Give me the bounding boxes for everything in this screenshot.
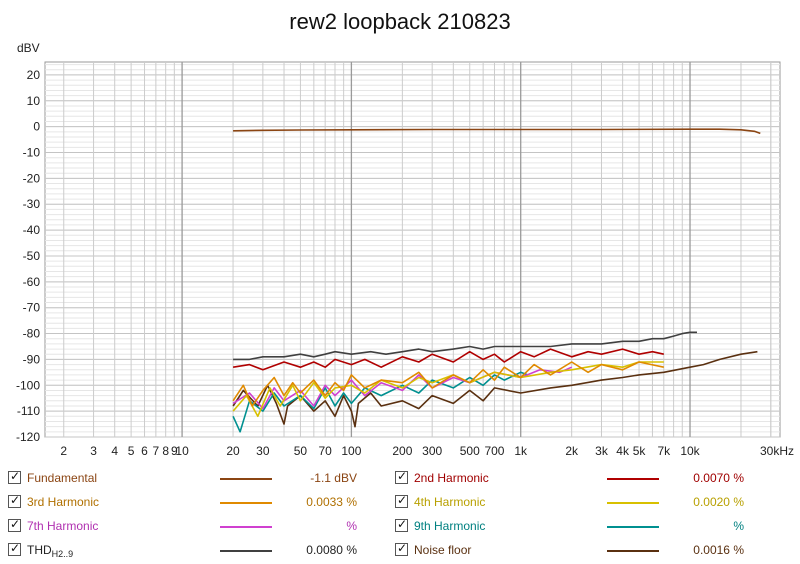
legend-series-name: THDH2..9	[27, 543, 74, 559]
chart-title: rew2 loopback 210823	[289, 9, 511, 34]
y-tick-label: -120	[16, 430, 40, 444]
series-line-9th-harmonic	[232, 371, 528, 433]
legend-series-name: Fundamental	[27, 471, 98, 485]
legend: Fundamental -1.1 dBV 2nd Harmonic 0.0070 % 3…	[0, 465, 800, 563]
y-tick-label: -70	[23, 301, 41, 315]
x-axis-unit-label: 30kHz	[760, 444, 794, 458]
x-tick-label: 10	[175, 444, 189, 458]
x-tick-label: 10k	[680, 444, 700, 458]
x-tick-label: 8	[162, 444, 169, 458]
x-tick-label: 300	[422, 444, 442, 458]
x-tick-label: 9	[171, 444, 178, 458]
x-tick-label: 1k	[514, 444, 528, 458]
x-tick-label: 70	[318, 444, 332, 458]
series-checkbox[interactable]	[395, 541, 408, 556]
legend-series-subscript: H2..9	[51, 549, 74, 559]
x-tick-label: 500	[460, 444, 480, 458]
x-tick-label: 6	[141, 444, 148, 458]
series-checkbox[interactable]	[395, 517, 408, 532]
x-tick-label: 5k	[633, 444, 647, 458]
legend-series-name: 4th Harmonic	[414, 495, 486, 509]
x-tick-label: 20	[226, 444, 240, 458]
series-checkbox[interactable]	[395, 469, 408, 484]
y-tick-label: -100	[16, 378, 40, 392]
y-tick-label: 0	[33, 120, 40, 134]
legend-line-swatch	[220, 478, 272, 480]
series-line-3rd-harmonic	[232, 361, 664, 407]
legend-series-value: 0.0070 %	[693, 471, 744, 485]
series-checkbox[interactable]	[8, 493, 21, 508]
x-tick-label: 100	[341, 444, 361, 458]
x-tick-label: 2	[60, 444, 67, 458]
legend-series-value: %	[733, 519, 744, 533]
series-line-2nd-harmonic	[232, 348, 664, 371]
x-tick-label: 4k	[616, 444, 630, 458]
x-tick-label: 700	[484, 444, 504, 458]
y-tick-label: -80	[23, 327, 41, 341]
plot-svg[interactable]: 20100-10-20-30-40-50-60-70-80-90-100-110…	[0, 0, 800, 465]
series-checkbox[interactable]	[8, 541, 21, 556]
legend-series-value: 0.0033 %	[306, 495, 357, 509]
legend-row: 3rd Harmonic 0.0033 % 4th Harmonic 0.0020 %	[0, 492, 800, 516]
x-tick-label: 3	[90, 444, 97, 458]
legend-series-name: Noise floor	[414, 543, 472, 557]
y-tick-label: -10	[23, 146, 41, 160]
legend-line-swatch	[607, 526, 659, 528]
legend-line-swatch	[220, 526, 272, 528]
series-checkbox[interactable]	[8, 469, 21, 484]
legend-series-name: 9th Harmonic	[414, 519, 486, 533]
y-tick-label: -90	[23, 352, 41, 366]
series-line-4th-harmonic	[232, 361, 664, 418]
legend-line-swatch	[607, 550, 659, 552]
y-tick-label: -20	[23, 171, 41, 185]
y-tick-label: -60	[23, 275, 41, 289]
legend-series-value: %	[346, 519, 357, 533]
x-tick-label: 7	[153, 444, 160, 458]
legend-row: THDH2..9 0.0080 % Noise floor 0.0016 %	[0, 540, 800, 564]
y-tick-label: -30	[23, 197, 41, 211]
y-tick-label: -110	[17, 404, 40, 418]
legend-series-value: 0.0020 %	[693, 495, 744, 509]
x-tick-label: 50	[294, 444, 308, 458]
legend-line-swatch	[607, 502, 659, 504]
legend-series-value: -1.1 dBV	[310, 471, 357, 485]
y-tick-label: -50	[23, 249, 41, 263]
x-tick-label: 30	[256, 444, 270, 458]
legend-series-name: 2nd Harmonic	[414, 471, 489, 485]
legend-line-swatch	[607, 478, 659, 480]
legend-series-value: 0.0080 %	[306, 543, 357, 557]
x-tick-label: 4	[111, 444, 118, 458]
series-line-fundamental	[233, 128, 761, 135]
legend-line-swatch	[220, 502, 272, 504]
x-tick-label: 5	[128, 444, 135, 458]
legend-series-name: 3rd Harmonic	[27, 495, 100, 509]
legend-series-value: 0.0016 %	[693, 543, 744, 557]
legend-series-name: 7th Harmonic	[27, 519, 99, 533]
series-checkbox[interactable]	[8, 517, 21, 532]
legend-row: 7th Harmonic% 9th Harmonic%	[0, 516, 800, 540]
series-checkbox[interactable]	[395, 493, 408, 508]
x-tick-label: 3k	[595, 444, 609, 458]
x-tick-label: 2k	[565, 444, 579, 458]
legend-row: Fundamental -1.1 dBV 2nd Harmonic 0.0070 %	[0, 468, 800, 492]
y-tick-label: 10	[27, 94, 41, 108]
y-tick-label: -40	[23, 223, 41, 237]
y-tick-label: 20	[27, 68, 41, 82]
series-line-thd	[233, 331, 697, 361]
y-axis-unit-label: dBV	[17, 41, 40, 55]
series-line-noise-floor	[232, 350, 758, 428]
x-tick-label: 7k	[657, 444, 671, 458]
x-tick-label: 200	[392, 444, 412, 458]
legend-line-swatch	[220, 550, 272, 552]
